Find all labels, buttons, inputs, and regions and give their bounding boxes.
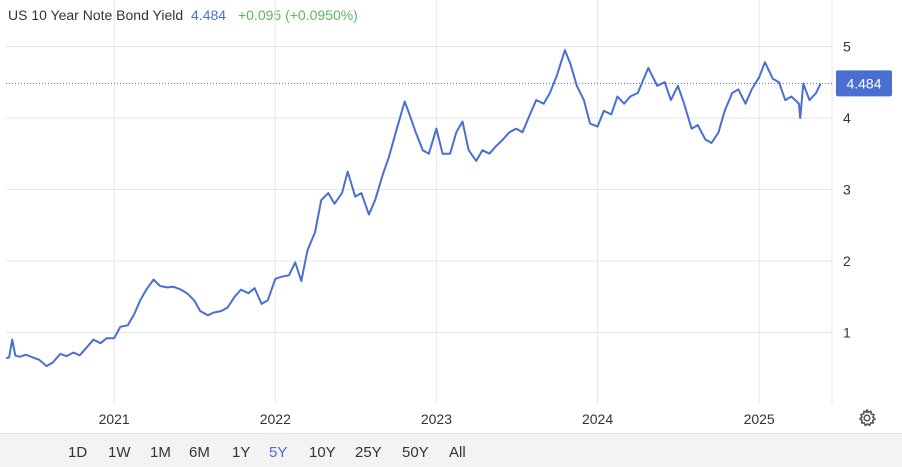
x-tick-label: 2022 — [260, 411, 291, 427]
x-tick-label: 2024 — [582, 411, 613, 427]
x-tick-label: 2025 — [744, 411, 775, 427]
yield-series-line — [5, 49, 822, 368]
y-tick-label: 4 — [843, 110, 851, 126]
yield-line-chart[interactable]: 2021 2022 2023 2024 2025 1 2 3 4 5 4.484 — [0, 0, 902, 433]
range-10y[interactable]: 10Y — [309, 444, 336, 461]
range-1d[interactable]: 1D — [68, 444, 88, 461]
chart-grid — [6, 0, 833, 404]
range-toolbar: 1D 1W 1M 6M 1Y 5Y 10Y 25Y 50Y All — [0, 433, 902, 467]
chart-header: US 10 Year Note Bond Yield 4.484 +0.095 … — [8, 7, 358, 23]
x-tick-label: 2021 — [99, 411, 130, 427]
current-value-badge — [836, 70, 892, 97]
yield-change: +0.095 (+0.0950%) — [237, 7, 358, 23]
range-all[interactable]: All — [449, 444, 466, 461]
chart-series — [5, 49, 822, 368]
y-tick-label: 5 — [843, 38, 851, 54]
y-axis-ticks: 1 2 3 4 5 — [843, 38, 851, 340]
range-50y[interactable]: 50Y — [402, 444, 429, 461]
current-value-marker: 4.484 — [6, 70, 892, 97]
range-1y[interactable]: 1Y — [232, 444, 251, 461]
range-1w[interactable]: 1W — [108, 444, 131, 461]
current-yield: 4.484 — [191, 7, 227, 23]
range-1m[interactable]: 1M — [150, 444, 171, 461]
range-25y[interactable]: 25Y — [355, 444, 382, 461]
current-value-label: 4.484 — [846, 75, 881, 91]
x-axis-ticks: 2021 2022 2023 2024 2025 — [99, 411, 775, 427]
x-tick-label: 2023 — [421, 411, 452, 427]
range-5y[interactable]: 5Y — [269, 444, 288, 461]
range-6m[interactable]: 6M — [189, 444, 210, 461]
gear-icon[interactable] — [857, 408, 877, 428]
instrument-name: US 10 Year Note Bond Yield — [8, 7, 184, 23]
y-tick-label: 1 — [843, 324, 851, 340]
y-tick-label: 3 — [843, 181, 851, 197]
y-tick-label: 2 — [843, 253, 851, 269]
